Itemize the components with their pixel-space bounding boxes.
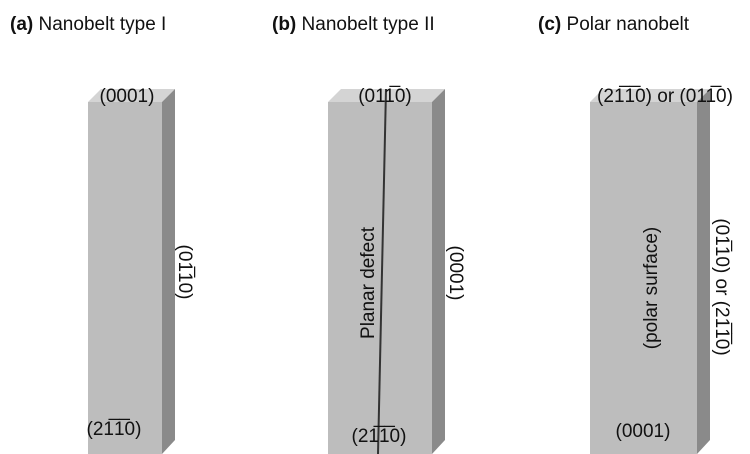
- nanobelt: [328, 89, 445, 454]
- face-label: (011̅0): [358, 86, 412, 107]
- panel-title: (a) Nanobelt type I: [10, 14, 166, 35]
- face-label: (01̅10): [174, 245, 195, 300]
- panel-letter: (b): [272, 14, 296, 35]
- front-face: [88, 102, 162, 454]
- face-label: (01̅10) or (21̅1̅0): [711, 218, 732, 355]
- face-label: (21̅1̅0): [87, 419, 142, 440]
- front-label: (polar surface): [641, 227, 662, 350]
- panel-title: (c) Polar nanobelt: [538, 14, 690, 35]
- panel-letter: (a): [10, 14, 33, 35]
- face-label: (0001): [445, 246, 466, 301]
- nanobelt: [88, 89, 175, 454]
- panel-name: Nanobelt type I: [39, 14, 167, 35]
- face-label: (21̅1̅0) or (011̅0): [597, 86, 733, 107]
- panel-letter: (c): [538, 14, 561, 35]
- panel-title: (b) Nanobelt type II: [272, 14, 435, 35]
- panel-name: Nanobelt type II: [302, 14, 435, 35]
- face-label: (21̅1̅0): [352, 426, 407, 447]
- side-face: [697, 89, 710, 454]
- face-label: (0001): [100, 86, 155, 107]
- face-label: (0001): [616, 421, 671, 442]
- defect-label: Planar defect: [358, 226, 379, 339]
- side-face: [162, 89, 175, 454]
- diagram: (a) Nanobelt type I (b) Nanobelt type II…: [0, 0, 750, 454]
- panel-name: Polar nanobelt: [567, 14, 690, 35]
- side-face: [432, 89, 445, 454]
